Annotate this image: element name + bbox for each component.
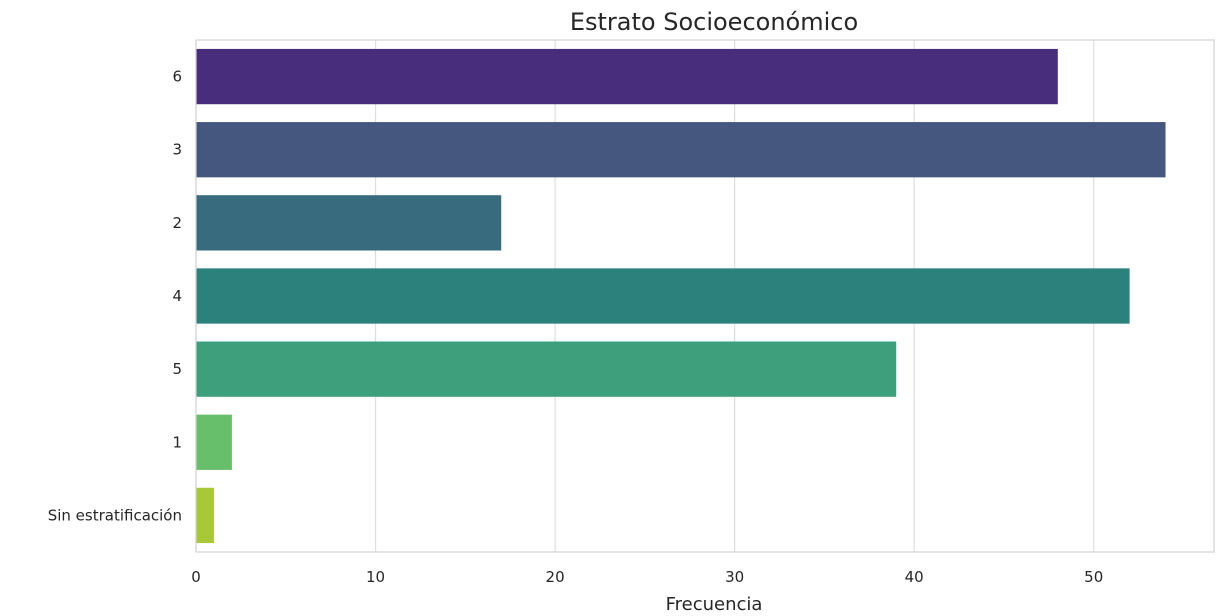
x-tick-label: 40 (905, 568, 924, 586)
x-tick-label: 50 (1084, 568, 1103, 586)
bars (196, 48, 1166, 544)
y-axis-tick-labels: 6 3 2 4 5 1 Sin estratificación (48, 68, 182, 525)
x-tick-label: 20 (546, 568, 565, 586)
plot-frame (195, 39, 1215, 553)
x-tick-label: 10 (366, 568, 385, 586)
bar (196, 487, 214, 544)
x-tick-label: 0 (191, 568, 201, 586)
x-tick-label: 30 (725, 568, 744, 586)
y-tick-label: 3 (172, 141, 182, 159)
y-tick-label: 2 (172, 214, 182, 232)
y-tick-label: Sin estratificación (48, 506, 182, 524)
y-tick-label: 5 (172, 360, 182, 378)
chart-title: Estrato Socioeconómico (570, 8, 858, 36)
bar (196, 268, 1130, 324)
bar (196, 414, 232, 470)
bar (196, 122, 1166, 178)
y-tick-label: 4 (172, 287, 182, 305)
bar (196, 341, 897, 397)
bar (196, 195, 502, 251)
x-axis-tick-labels: 0 10 20 30 40 50 (191, 568, 1103, 586)
y-tick-label: 6 (172, 68, 182, 86)
bar (196, 48, 1058, 105)
x-axis-label: Frecuencia (666, 594, 763, 615)
y-tick-label: 1 (172, 433, 182, 451)
